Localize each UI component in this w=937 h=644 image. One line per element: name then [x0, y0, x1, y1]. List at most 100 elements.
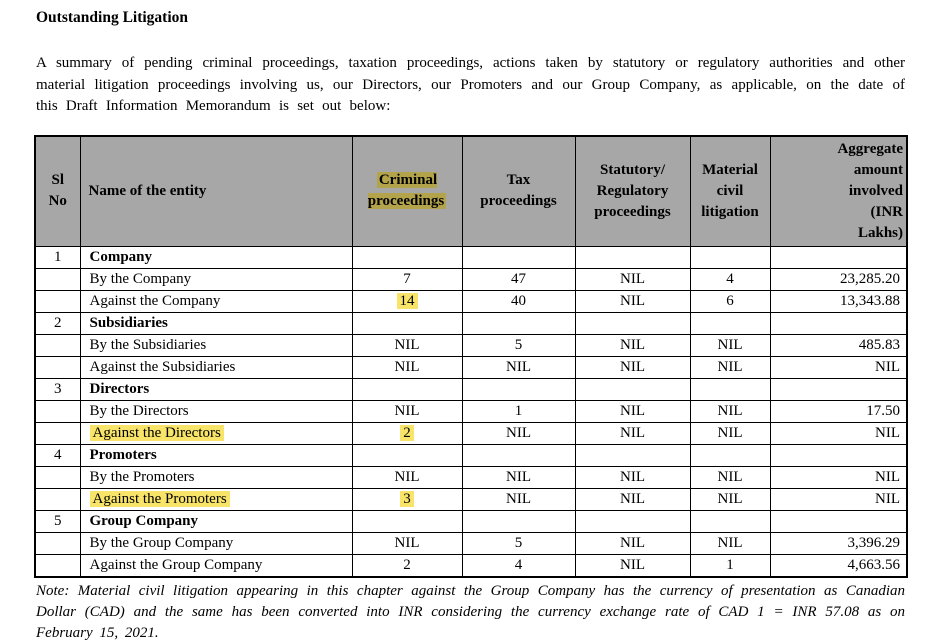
table-row: Against the Subsidiaries NIL NIL NIL NIL NIL	[34, 355, 908, 379]
cell-material-civil-litigation	[689, 311, 771, 335]
cell-criminal-proceedings	[351, 377, 463, 401]
cell-aggregate-amount: NIL	[769, 487, 908, 511]
cell-tax-proceedings: 5	[461, 333, 576, 357]
column-header-aggregate-amount: Aggregate amount involved (INR Lakhs)	[769, 135, 908, 247]
group-row: 3 Directors	[34, 377, 908, 401]
cell-tax-proceedings: NIL	[461, 465, 576, 489]
cell-aggregate-amount	[769, 443, 908, 467]
cell-entity-name: By the Group Company	[79, 531, 353, 555]
cell-aggregate-amount: 3,396.29	[769, 531, 908, 555]
table-row: By the Promoters NIL NIL NIL NIL NIL	[34, 465, 908, 489]
page-title: Outstanding Litigation	[36, 9, 189, 26]
cell-entity-name: By the Directors	[79, 399, 353, 423]
cell-aggregate-amount: 23,285.20	[769, 267, 908, 291]
cell-statutory-regulatory-proceedings	[574, 311, 691, 335]
header-text: Aggregate amount involved (INR Lakhs)	[837, 140, 903, 241]
cell-entity-name: By the Promoters	[79, 465, 353, 489]
cell-aggregate-amount: NIL	[769, 421, 908, 445]
table-row: By the Subsidiaries NIL 5 NIL NIL 485.83	[34, 333, 908, 357]
cell-statutory-regulatory-proceedings: NIL	[574, 399, 691, 423]
cell-tax-proceedings: NIL	[461, 487, 576, 511]
cell-criminal-proceedings	[351, 311, 463, 335]
column-header-entity-name: Name of the entity	[79, 135, 353, 247]
highlighted-value: 2	[400, 424, 414, 441]
cell-aggregate-amount	[769, 311, 908, 335]
cell-tax-proceedings: 40	[461, 289, 576, 313]
group-row: 2 Subsidiaries	[34, 311, 908, 335]
cell-tax-proceedings	[461, 509, 576, 533]
table-row: By the Company 7 47 NIL 4 23,285.20	[34, 267, 908, 291]
cell-criminal-proceedings: NIL	[351, 399, 463, 423]
highlighted-text: Against the Directors	[89, 424, 224, 441]
cell-aggregate-amount	[769, 377, 908, 401]
cell-entity-name: Against the Subsidiaries	[79, 355, 353, 379]
table-body: 1 Company By the Company 7 47 NIL 4 23,285.20 Ag…	[34, 245, 908, 577]
cell-criminal-proceedings	[351, 245, 463, 269]
highlighted-text: Against the Promoters	[89, 490, 230, 507]
table-row: Against the Company 14 40 NIL 6 13,343.88	[34, 289, 908, 313]
cell-criminal-proceedings: 3	[351, 487, 463, 511]
cell-tax-proceedings	[461, 311, 576, 335]
litigation-table: Sl No Name of the entity Criminal proceedi…	[34, 134, 908, 578]
cell-criminal-proceedings: 2	[351, 421, 463, 445]
cell-aggregate-amount: NIL	[769, 355, 908, 379]
header-text: Tax proceedings	[480, 172, 557, 209]
cell-criminal-proceedings: NIL	[351, 465, 463, 489]
cell-sl-no	[34, 355, 81, 379]
cell-statutory-regulatory-proceedings: NIL	[574, 487, 691, 511]
cell-criminal-proceedings: 7	[351, 267, 463, 291]
cell-criminal-proceedings: NIL	[351, 531, 463, 555]
cell-tax-proceedings: NIL	[461, 421, 576, 445]
cell-material-civil-litigation: 6	[689, 289, 771, 313]
cell-statutory-regulatory-proceedings	[574, 509, 691, 533]
cell-statutory-regulatory-proceedings	[574, 245, 691, 269]
cell-material-civil-litigation: NIL	[689, 531, 771, 555]
cell-criminal-proceedings	[351, 443, 463, 467]
cell-aggregate-amount: 13,343.88	[769, 289, 908, 313]
cell-sl-no	[34, 289, 81, 313]
cell-sl-no	[34, 553, 81, 577]
cell-entity-name: Promoters	[79, 443, 353, 467]
cell-entity-name: By the Company	[79, 267, 353, 291]
column-header-criminal-proceedings: Criminal proceedings	[351, 135, 463, 247]
cell-material-civil-litigation	[689, 245, 771, 269]
cell-aggregate-amount: 485.83	[769, 333, 908, 357]
cell-statutory-regulatory-proceedings: NIL	[574, 267, 691, 291]
cell-entity-name: Against the Promoters	[79, 487, 353, 511]
cell-sl-no	[34, 487, 81, 511]
column-header-sl-no: Sl No	[34, 135, 81, 247]
cell-aggregate-amount: NIL	[769, 465, 908, 489]
table-row: By the Group Company NIL 5 NIL NIL 3,396.29	[34, 531, 908, 555]
cell-tax-proceedings: 1	[461, 399, 576, 423]
cell-aggregate-amount	[769, 509, 908, 533]
header-text: Statutory/ Regulatory proceedings	[594, 161, 671, 220]
cell-aggregate-amount: 4,663.56	[769, 553, 908, 577]
cell-sl-no	[34, 267, 81, 291]
cell-entity-name: Against the Group Company	[79, 553, 353, 577]
column-header-material-civil-litigation: Material civil litigation	[689, 135, 771, 247]
cell-material-civil-litigation	[689, 509, 771, 533]
cell-statutory-regulatory-proceedings: NIL	[574, 289, 691, 313]
cell-tax-proceedings: 5	[461, 531, 576, 555]
cell-sl-no: 2	[34, 311, 81, 335]
cell-aggregate-amount	[769, 245, 908, 269]
cell-sl-no	[34, 465, 81, 489]
cell-sl-no: 1	[34, 245, 81, 269]
cell-sl-no	[34, 333, 81, 357]
cell-entity-name: By the Subsidiaries	[79, 333, 353, 357]
cell-statutory-regulatory-proceedings	[574, 443, 691, 467]
table-row: Against the Group Company 2 4 NIL 1 4,663.56	[34, 553, 908, 577]
cell-criminal-proceedings	[351, 509, 463, 533]
cell-statutory-regulatory-proceedings	[574, 377, 691, 401]
cell-entity-name: Directors	[79, 377, 353, 401]
cell-criminal-proceedings: 14	[351, 289, 463, 313]
intro-paragraph: A summary of pending criminal proceeding…	[36, 55, 905, 114]
cell-sl-no: 5	[34, 509, 81, 533]
cell-statutory-regulatory-proceedings: NIL	[574, 355, 691, 379]
group-row: 4 Promoters	[34, 443, 908, 467]
cell-tax-proceedings	[461, 443, 576, 467]
column-header-tax-proceedings: Tax proceedings	[461, 135, 576, 247]
cell-material-civil-litigation: NIL	[689, 421, 771, 445]
column-header-statutory-regulatory-proceedings: Statutory/ Regulatory proceedings	[574, 135, 691, 247]
